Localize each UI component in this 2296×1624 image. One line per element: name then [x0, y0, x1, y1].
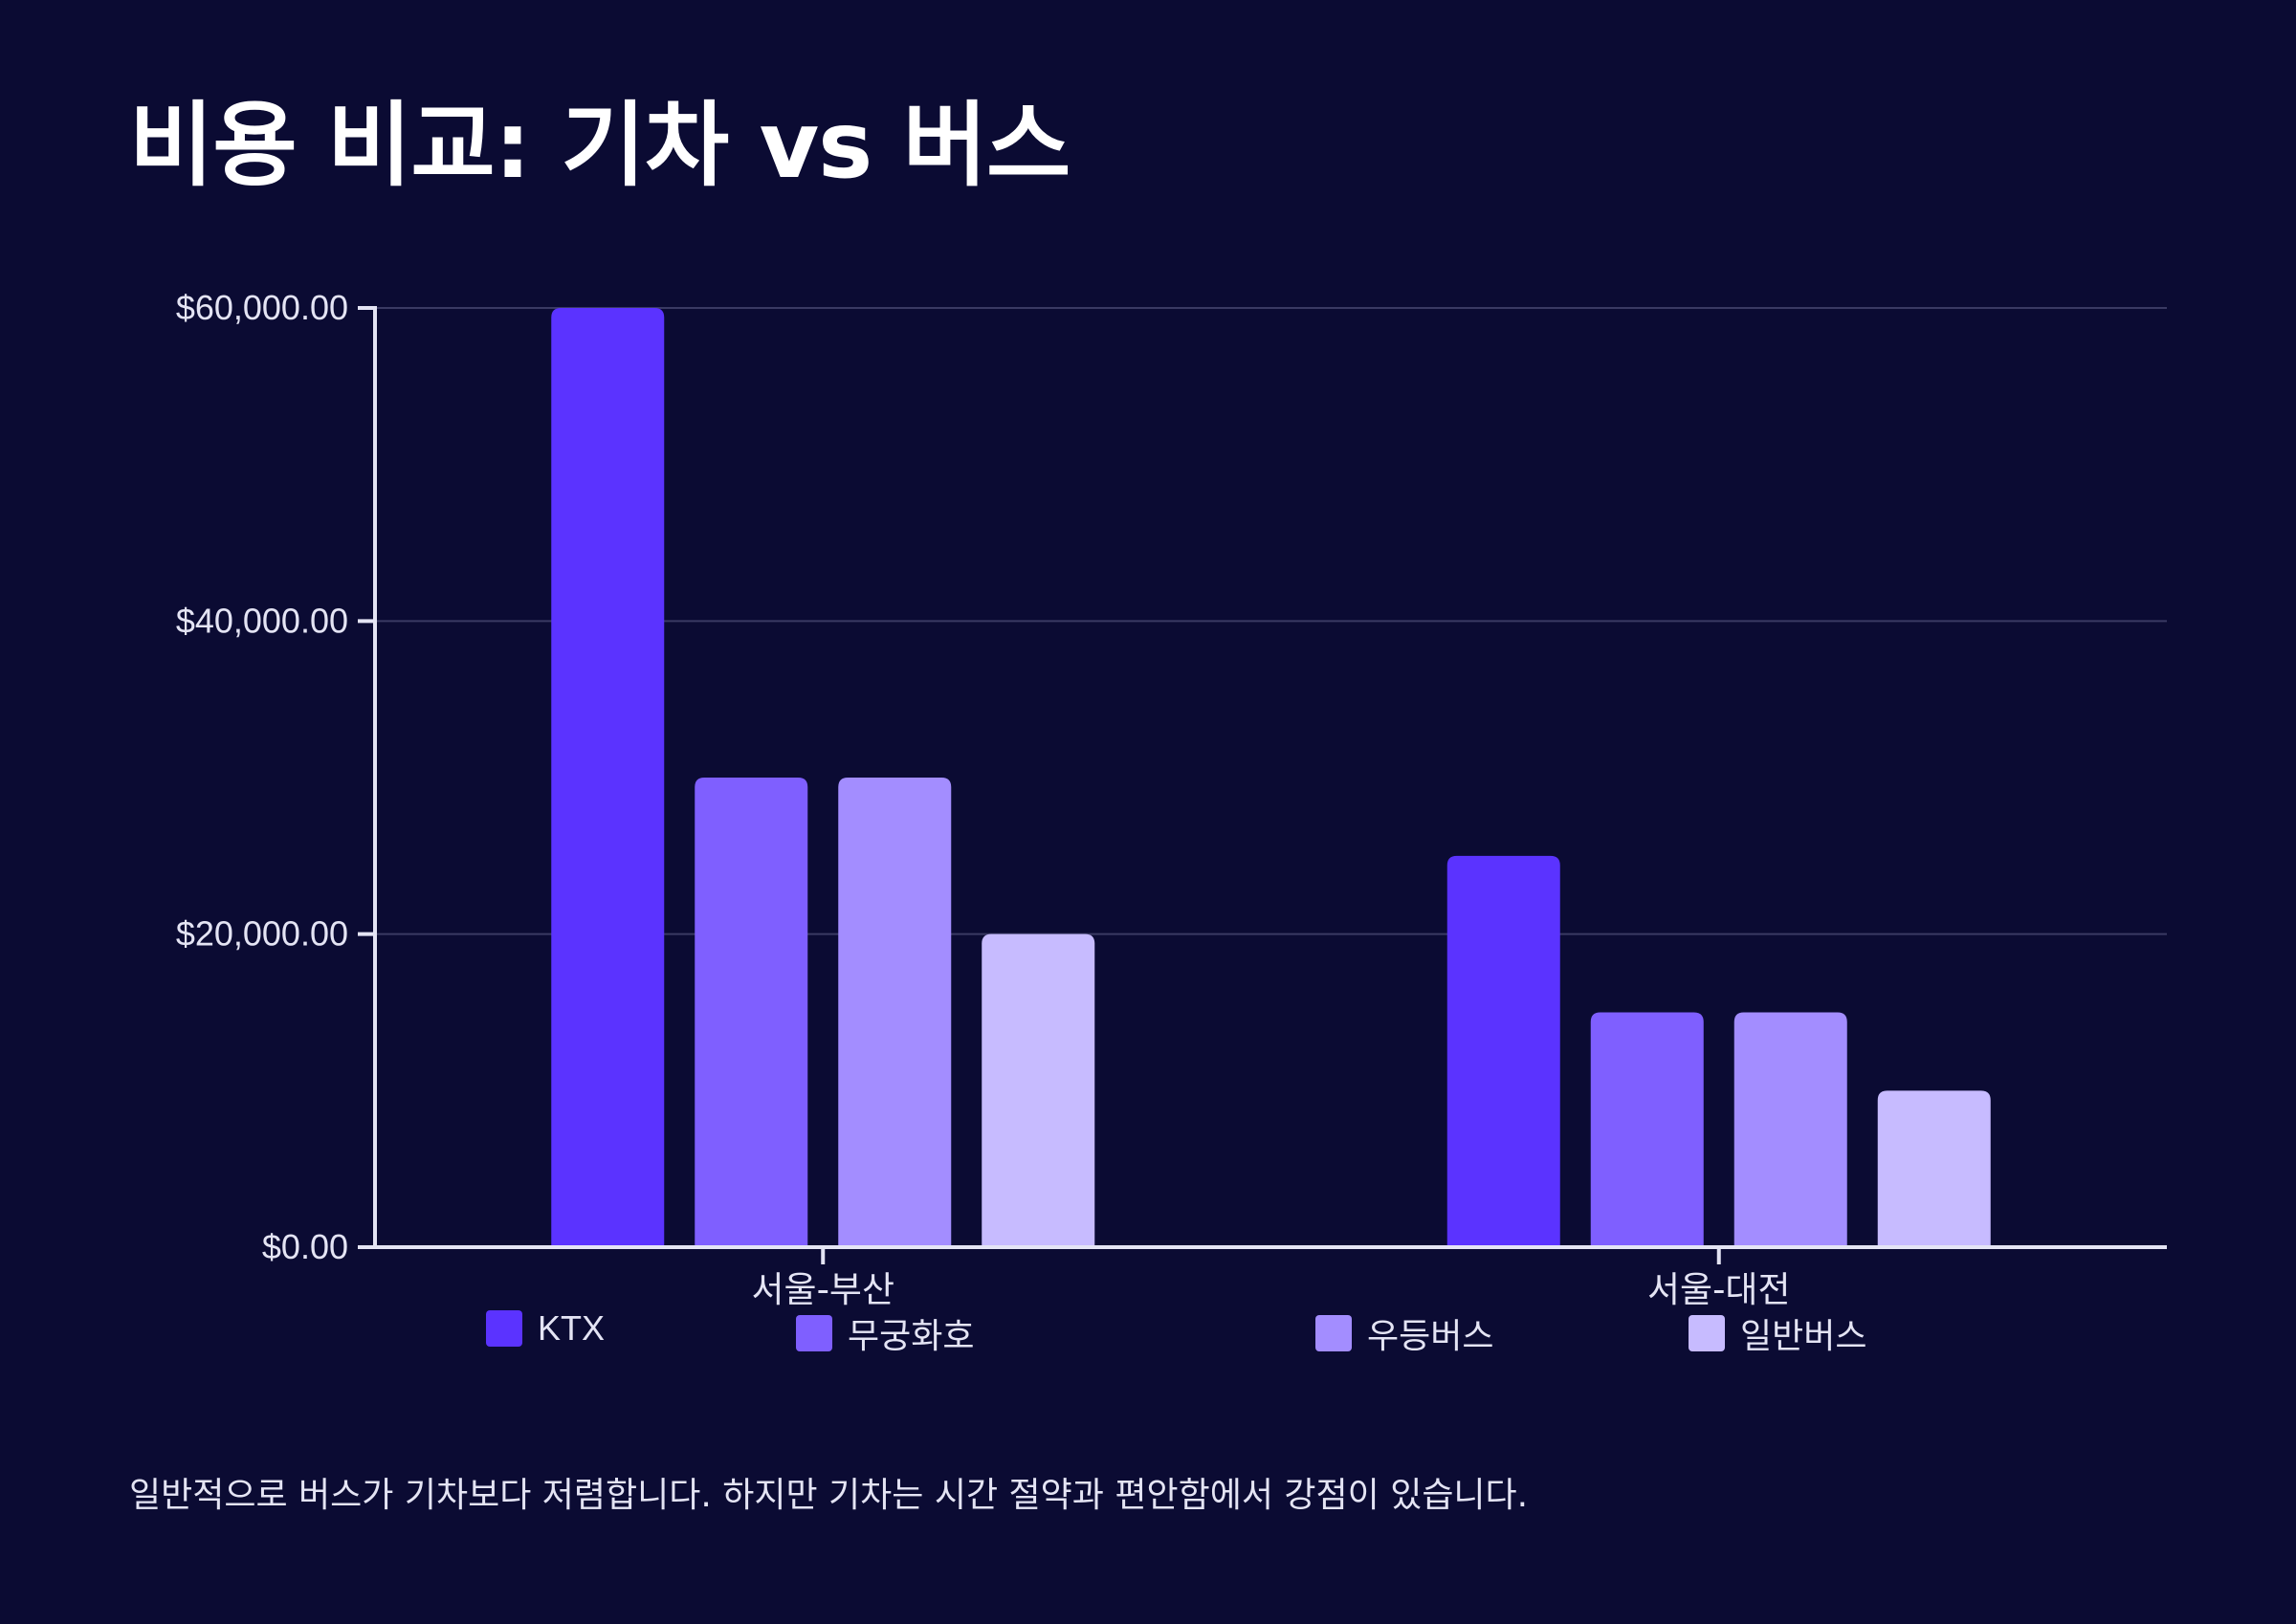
legend-label: KTX	[538, 1308, 606, 1348]
chart-title: 비용 비교: 기차 vs 버스	[129, 92, 1071, 199]
legend-label: 우등버스	[1367, 1317, 1494, 1356]
legend: KTX 무궁화호 우등버스 일반버스	[0, 1308, 2296, 1356]
x-tick-label: 서울-부산	[751, 1269, 894, 1310]
legend-swatch	[486, 1310, 522, 1347]
footnote: 일반적으로 버스가 기차보다 저렴합니다. 하지만 기차는 시간 절약과 편안함…	[129, 1476, 1529, 1515]
bar-무궁화호-서울-대전	[1590, 1012, 1704, 1247]
y-tick-label: $20,000.00	[176, 914, 348, 954]
bar-KTX-서울-대전	[1446, 855, 1560, 1247]
legend-item: 일반버스	[1689, 1308, 1866, 1358]
y-tick-label: $40,000.00	[176, 601, 348, 640]
bar-KTX-서울-부산	[551, 308, 665, 1247]
y-axis-ticks: $0.00 $20,000.00 $40,000.00 $60,000.00	[176, 288, 375, 1266]
x-tick-label: 서울-대전	[1647, 1269, 1791, 1310]
bar-우등버스-서울-대전	[1733, 1012, 1847, 1247]
legend-label: 일반버스	[1740, 1317, 1867, 1356]
legend-swatch	[1689, 1315, 1725, 1351]
x-axis-ticks: 서울-부산 서울-대전	[751, 1247, 1791, 1310]
bar-일반버스-서울-부산	[982, 933, 1095, 1247]
legend-swatch	[796, 1315, 832, 1351]
bar-무궁화호-서울-부산	[695, 778, 808, 1247]
legend-item: 우등버스	[1315, 1308, 1493, 1358]
bars	[551, 308, 1991, 1247]
bar-일반버스-서울-대전	[1877, 1090, 1991, 1247]
axes	[373, 306, 2167, 1249]
legend-swatch	[1315, 1315, 1352, 1351]
legend-item: 무궁화호	[796, 1308, 974, 1358]
legend-item: KTX	[486, 1308, 605, 1349]
gridlines	[375, 307, 2167, 935]
legend-label: 무궁화호	[848, 1317, 975, 1356]
y-tick-label: $0.00	[262, 1227, 348, 1266]
bar-우등버스-서울-부산	[838, 778, 952, 1247]
y-tick-label: $60,000.00	[176, 288, 348, 327]
